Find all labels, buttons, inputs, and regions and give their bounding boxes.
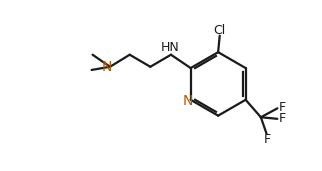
Text: F: F (279, 112, 286, 125)
Text: F: F (264, 133, 271, 146)
Text: F: F (279, 101, 286, 114)
Text: N: N (183, 94, 193, 108)
Text: N: N (102, 60, 112, 74)
Text: HN: HN (161, 41, 180, 54)
Text: Cl: Cl (213, 24, 226, 37)
